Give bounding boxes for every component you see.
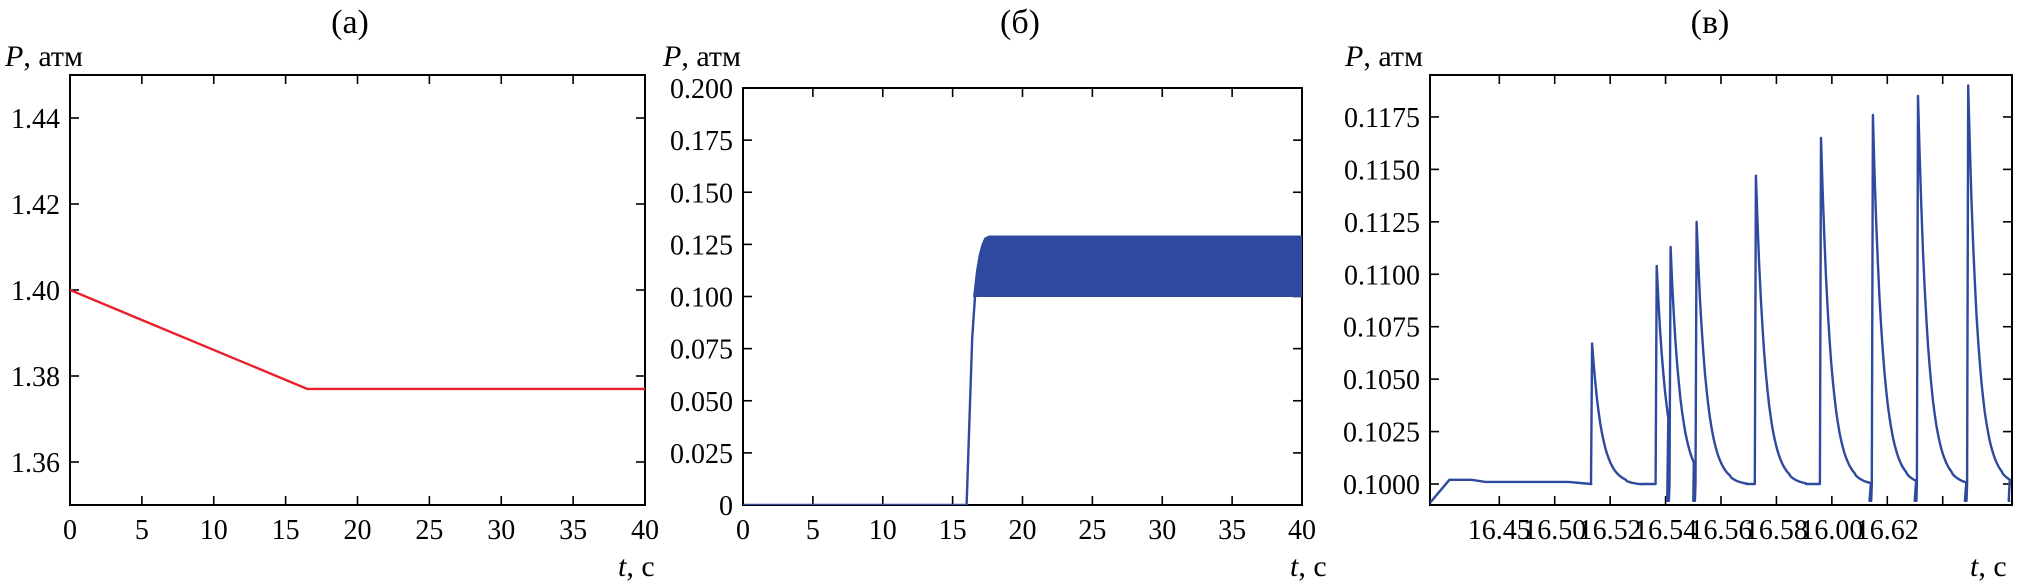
y-tick-label: 0.1050 xyxy=(1343,365,1420,396)
y-tick-label: 0.125 xyxy=(670,230,733,261)
panel-a-label: (а) xyxy=(331,4,369,41)
panel-a: (а) P, атм t, с 0 5 10 15 20 25 30 35 40 1.36 1.38… xyxy=(4,4,659,582)
y-tick-label: 1.36 xyxy=(11,448,60,479)
x-tick-label: 16.52 xyxy=(1579,515,1642,546)
panel-a-y-label: P, атм xyxy=(4,40,83,73)
x-tick-label: 16.50 xyxy=(1523,515,1586,546)
x-tick-label: 16.58 xyxy=(1745,515,1808,546)
oscillation-band xyxy=(973,235,1302,297)
x-tick-label: 10 xyxy=(200,515,228,546)
y-tick-label: 0.075 xyxy=(670,335,733,366)
x-tick-label: 16.45 xyxy=(1468,515,1531,546)
plot-frame xyxy=(69,74,646,506)
panel-c-label: (в) xyxy=(1691,4,1730,41)
x-tick-label: 10 xyxy=(869,515,897,546)
y-tick-label: 1.42 xyxy=(11,190,60,221)
panel-b-y-label: P, атм xyxy=(662,40,741,73)
x-tick-label: 40 xyxy=(631,515,659,546)
y-tick-label: 1.38 xyxy=(11,362,60,393)
x-tick-label: 25 xyxy=(415,515,443,546)
x-tick-label: 15 xyxy=(939,515,967,546)
panel-b-x-label: t, с xyxy=(1290,550,1327,582)
y-tick-label: 0.1075 xyxy=(1343,313,1420,344)
x-tick-label: 35 xyxy=(559,515,587,546)
y-tick-label: 0.200 xyxy=(670,74,733,105)
x-tick-label: 20 xyxy=(344,515,372,546)
y-tick-label: 0.1100 xyxy=(1344,260,1420,291)
x-tick-label: 30 xyxy=(1148,515,1176,546)
x-tick-label: 40 xyxy=(1288,515,1316,546)
pressure-spike-series xyxy=(1430,84,2012,504)
y-tick-label: 0.1175 xyxy=(1344,103,1420,134)
y-tick-label: 0.1125 xyxy=(1344,208,1420,239)
x-tick-label: 30 xyxy=(487,515,515,546)
x-tick-label: 16.00 xyxy=(1800,515,1863,546)
panel-c-x-label: t, с xyxy=(1970,550,2007,582)
x-tick-label: 16.54 xyxy=(1634,515,1697,546)
x-tick-label: 0 xyxy=(63,515,77,546)
y-tick-label: 0.1000 xyxy=(1343,470,1420,501)
series-line xyxy=(743,296,977,505)
y-tick-label: 0 xyxy=(719,491,733,522)
y-tick-label: 0.050 xyxy=(670,387,733,418)
panel-c-y-label: P, атм xyxy=(1344,40,1423,73)
y-tick-label: 0.1150 xyxy=(1344,155,1420,186)
panel-a-x-label: t, с xyxy=(618,550,655,582)
x-tick-label: 5 xyxy=(806,515,820,546)
y-tick-label: 0.1025 xyxy=(1343,418,1420,449)
x-tick-label: 16.62 xyxy=(1856,515,1919,546)
x-tick-label: 20 xyxy=(1009,515,1037,546)
y-tick-label: 1.44 xyxy=(11,104,60,135)
y-tick-label: 0.175 xyxy=(670,126,733,157)
y-tick-label: 0.100 xyxy=(670,283,733,314)
x-tick-label: 15 xyxy=(272,515,300,546)
y-tick-label: 0.025 xyxy=(670,439,733,470)
y-tick-label: 1.40 xyxy=(11,276,60,307)
panel-c: (в) P, атм t, с 16.4516.5016.5216.5416.5… xyxy=(1343,4,2013,582)
panel-b: (б) P, атм t, с 0 5 10 15 20 25 30 35 40 0 0.025 0.… xyxy=(662,4,1327,582)
panel-b-label: (б) xyxy=(1000,4,1040,41)
x-tick-label: 25 xyxy=(1078,515,1106,546)
y-tick-label: 0.150 xyxy=(670,178,733,209)
x-tick-label: 35 xyxy=(1218,515,1246,546)
series-line xyxy=(70,288,645,391)
x-tick-label: 5 xyxy=(135,515,149,546)
x-tick-label: 16.56 xyxy=(1690,515,1753,546)
x-tick-label: 0 xyxy=(736,515,750,546)
